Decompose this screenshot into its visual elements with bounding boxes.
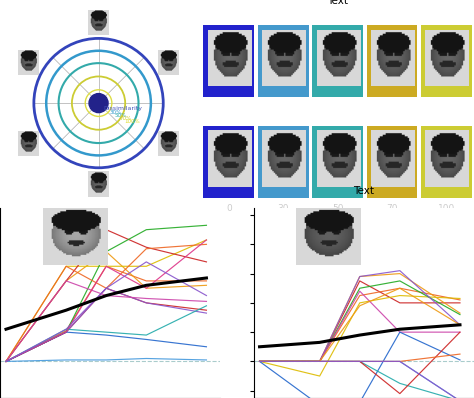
Text: Text: Text bbox=[328, 0, 348, 6]
Text: 50%: 50% bbox=[115, 113, 127, 118]
FancyBboxPatch shape bbox=[312, 126, 363, 198]
Text: 30%: 30% bbox=[109, 110, 121, 115]
Text: 70%: 70% bbox=[120, 116, 132, 121]
FancyBboxPatch shape bbox=[203, 25, 254, 98]
Text: Dissimilarity: Dissimilarity bbox=[103, 106, 142, 111]
Text: 70: 70 bbox=[386, 204, 398, 213]
Text: 30: 30 bbox=[277, 204, 289, 213]
FancyBboxPatch shape bbox=[312, 25, 363, 98]
FancyBboxPatch shape bbox=[203, 126, 254, 198]
FancyBboxPatch shape bbox=[421, 25, 472, 98]
FancyBboxPatch shape bbox=[258, 126, 309, 198]
Text: 100: 100 bbox=[438, 204, 455, 213]
FancyBboxPatch shape bbox=[421, 126, 472, 198]
Text: Text: Text bbox=[353, 186, 374, 196]
FancyBboxPatch shape bbox=[367, 25, 418, 98]
FancyBboxPatch shape bbox=[367, 126, 418, 198]
Text: 50: 50 bbox=[332, 204, 343, 213]
Circle shape bbox=[89, 94, 108, 113]
FancyBboxPatch shape bbox=[258, 25, 309, 98]
Text: 100%: 100% bbox=[125, 119, 140, 124]
Text: 0: 0 bbox=[226, 204, 232, 213]
